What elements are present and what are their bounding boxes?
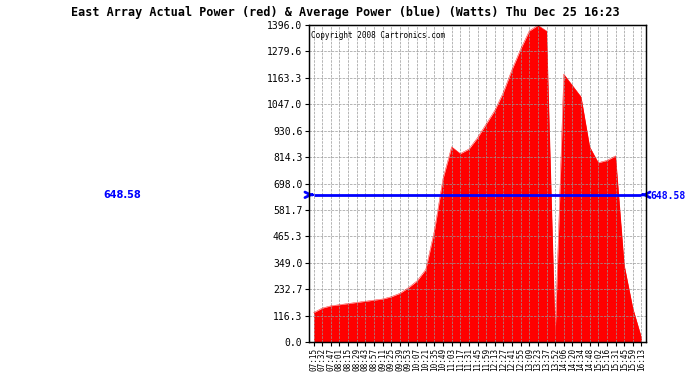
Text: Copyright 2008 Cartronics.com: Copyright 2008 Cartronics.com [311, 32, 445, 40]
Text: 648.58: 648.58 [104, 190, 141, 200]
Text: East Array Actual Power (red) & Average Power (blue) (Watts) Thu Dec 25 16:23: East Array Actual Power (red) & Average … [70, 6, 620, 19]
